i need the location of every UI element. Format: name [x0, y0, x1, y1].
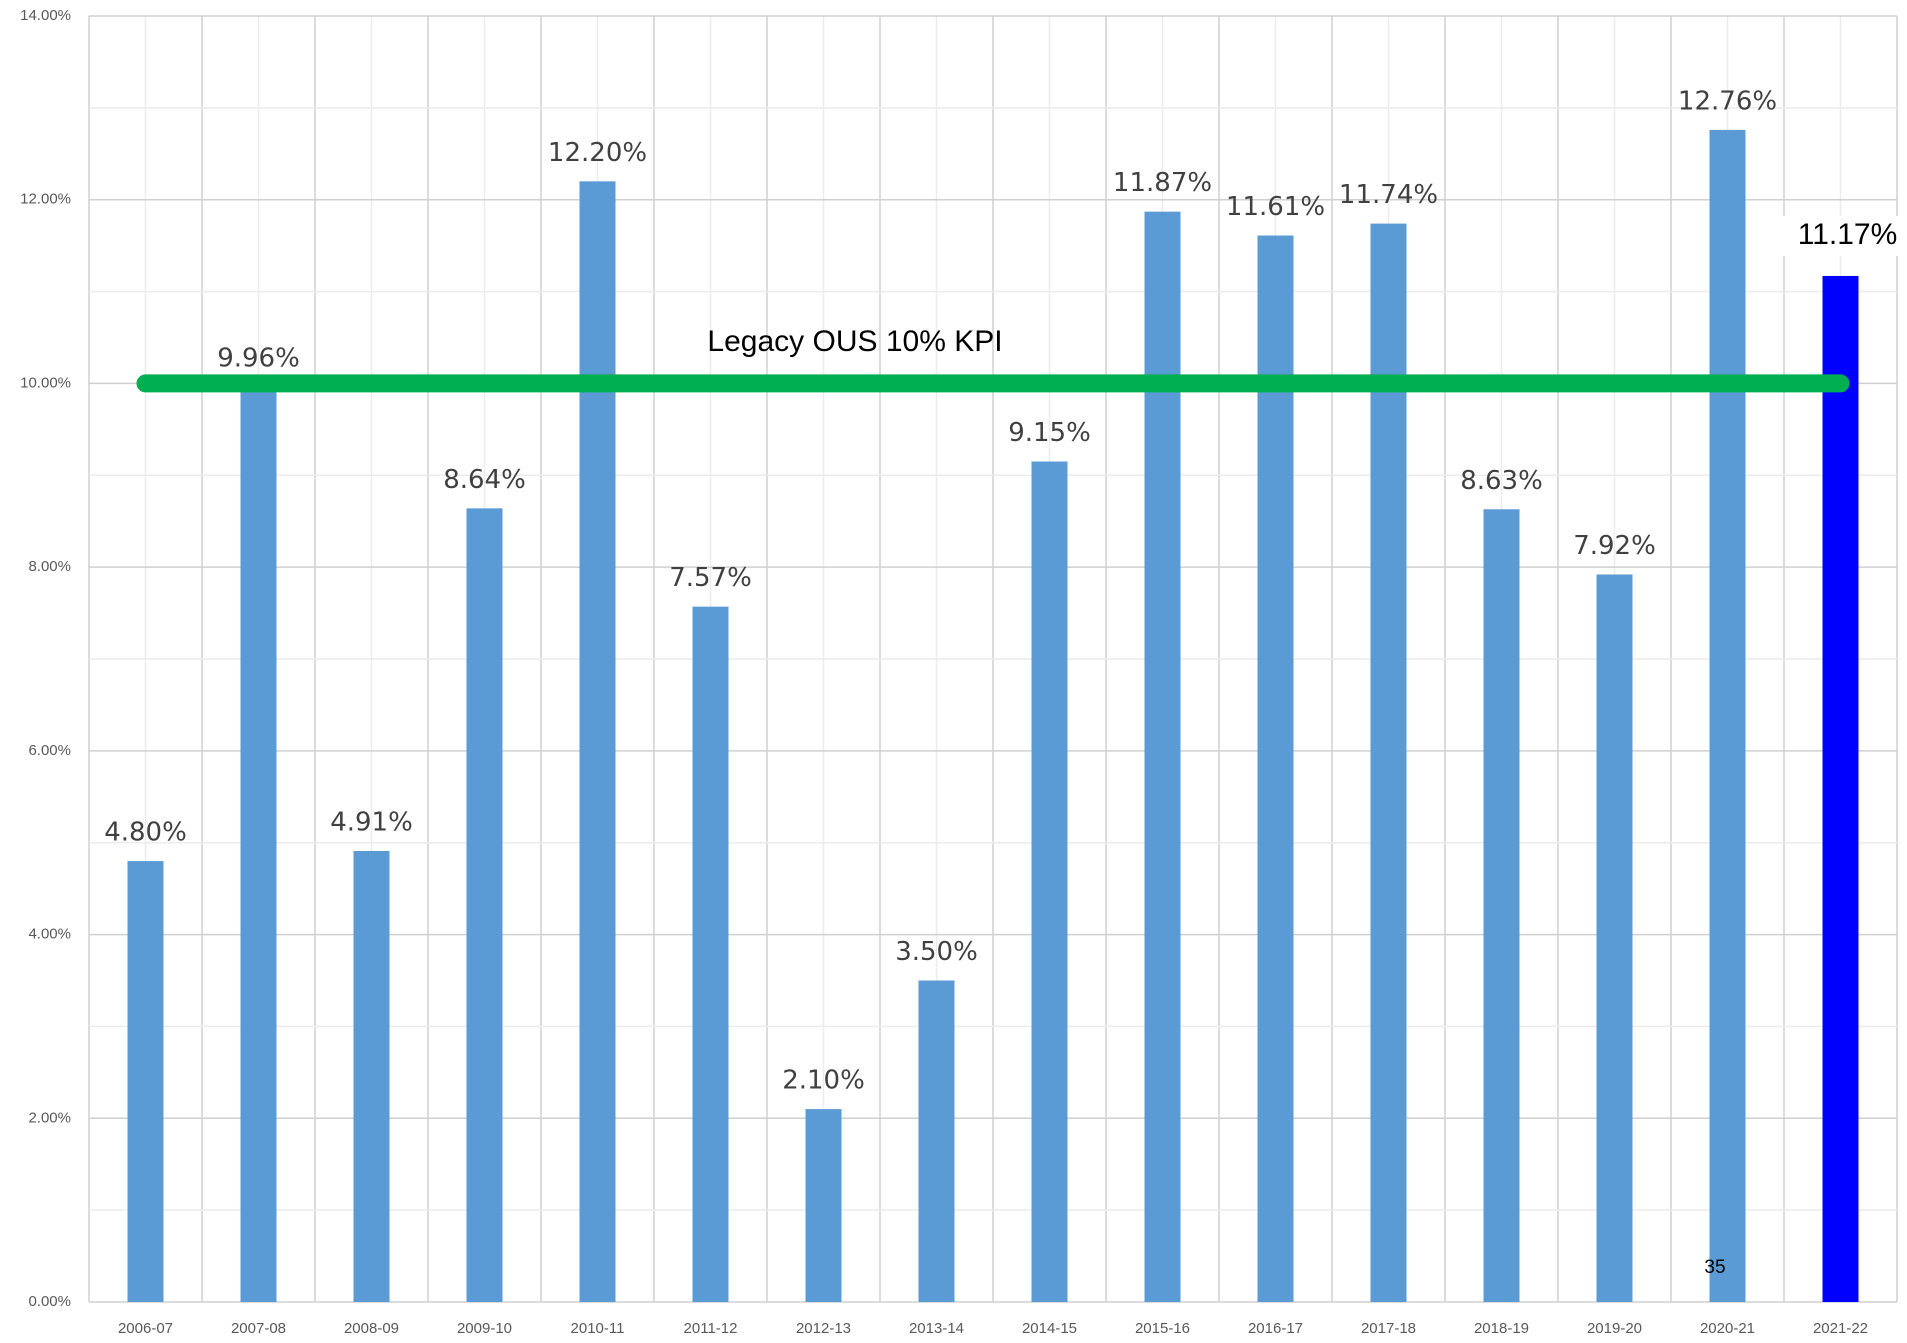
bar	[805, 1109, 842, 1302]
value-label: 9.96%	[217, 344, 300, 374]
x-tick-label: 2011-12	[684, 1320, 738, 1337]
x-tick-label: 2012-13	[796, 1320, 851, 1337]
y-tick-label: 10.00%	[20, 374, 71, 391]
bar	[1709, 129, 1746, 1303]
value-label: 4.91%	[330, 807, 413, 837]
x-tick-label: 2019-20	[1587, 1320, 1642, 1337]
value-label: 11.87%	[1113, 168, 1212, 198]
x-tick-label: 2015-16	[1135, 1320, 1190, 1337]
bar	[918, 980, 955, 1302]
y-tick-label: 4.00%	[28, 926, 71, 943]
value-label: 12.76%	[1678, 86, 1777, 116]
y-tick-label: 8.00%	[28, 558, 71, 575]
x-tick-label: 2008-09	[344, 1320, 399, 1337]
value-label: 11.61%	[1226, 192, 1325, 222]
bar	[1370, 223, 1407, 1302]
value-label-bg	[1778, 215, 1903, 256]
value-label: 7.57%	[669, 563, 752, 593]
page-number: 35	[1704, 1257, 1725, 1278]
y-tick-label: 2.00%	[28, 1109, 71, 1126]
x-tick-label: 2006-07	[118, 1320, 173, 1337]
bar	[353, 850, 390, 1302]
x-tick-label: 2021-22	[1813, 1320, 1868, 1337]
bar	[1144, 211, 1181, 1302]
value-label: 9.15%	[1008, 418, 1091, 448]
y-tick-label: 12.00%	[20, 191, 71, 208]
bar	[1257, 235, 1294, 1302]
value-label: 2.10%	[782, 1066, 865, 1096]
x-tick-label: 2020-21	[1700, 1320, 1755, 1337]
value-label: 7.92%	[1573, 531, 1656, 561]
value-label: 4.80%	[104, 818, 187, 848]
bar	[466, 508, 503, 1303]
value-label: 3.50%	[895, 937, 978, 967]
y-tick-label: 0.00%	[28, 1293, 71, 1310]
bar	[579, 181, 616, 1302]
bar	[127, 861, 164, 1302]
value-label: 11.17%	[1798, 218, 1898, 251]
bar	[1596, 574, 1633, 1302]
value-label: 8.63%	[1460, 466, 1543, 496]
y-tick-label: 14.00%	[20, 7, 71, 24]
value-label: 11.74%	[1339, 180, 1438, 210]
x-tick-label: 2009-10	[457, 1320, 512, 1337]
x-tick-label: 2018-19	[1474, 1320, 1529, 1337]
x-tick-label: 2014-15	[1022, 1320, 1077, 1337]
value-label: 12.20%	[548, 138, 647, 168]
x-tick-label: 2007-08	[231, 1320, 286, 1337]
value-label: 8.64%	[443, 465, 526, 495]
bar	[1822, 275, 1859, 1303]
x-tick-label: 2016-17	[1248, 1320, 1303, 1337]
x-tick-label: 2017-18	[1361, 1320, 1416, 1337]
bar	[1031, 461, 1068, 1302]
x-tick-label: 2010-11	[571, 1320, 625, 1337]
bar	[1483, 509, 1520, 1303]
bar	[692, 606, 729, 1302]
bar	[240, 387, 277, 1302]
x-tick-label: 2013-14	[909, 1320, 964, 1337]
reference-label: Legacy OUS 10% KPI	[707, 325, 1002, 358]
y-tick-label: 6.00%	[28, 742, 71, 759]
